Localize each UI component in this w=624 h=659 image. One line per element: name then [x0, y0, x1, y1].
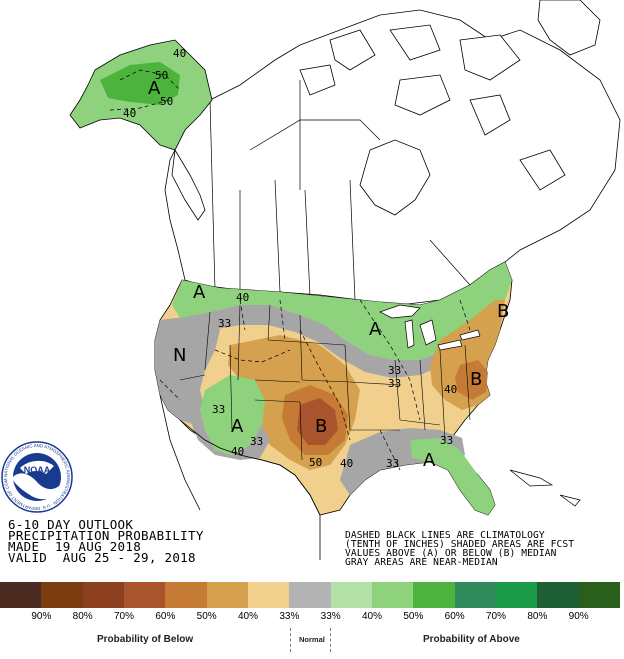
legend-tick-10: 60%	[444, 611, 465, 622]
title-line-2: PRECIPITATION PROBABILITY	[8, 528, 204, 543]
note-line-2: (TENTH OF INCHES) SHADED AREAS ARE FCST	[345, 539, 575, 550]
note-line-4: GRAY AREAS ARE NEAR-MEDIAN	[345, 557, 498, 568]
climatology-lines	[109, 69, 471, 471]
legend-tick-0: 90%	[31, 611, 52, 622]
legend-swatch-11	[454, 582, 496, 608]
west-gray	[155, 315, 220, 425]
legend-tick-7: 33%	[320, 611, 341, 622]
northeast-below-label: B	[497, 301, 510, 322]
southern-plains-clim-40: 40	[340, 457, 354, 470]
note-line-1: DASHED BLACK LINES ARE CLIMATOLOGY	[345, 530, 545, 541]
normal-left-separator	[290, 628, 291, 652]
below-title: Probability of Below	[97, 634, 194, 645]
midwest-clim-33b: 33	[388, 377, 402, 390]
midwest-clim-33a: 33	[388, 364, 402, 377]
legend-swatch-7	[289, 582, 331, 608]
gl-green-core	[345, 308, 425, 350]
arctic-islands	[299, 24, 566, 191]
alaska-core	[100, 62, 180, 105]
sw-gray-ring	[192, 410, 270, 460]
legend-tick-13: 90%	[568, 611, 589, 622]
noaa-logo-text: NOAA	[24, 465, 51, 475]
southern-plains-below-label: B	[315, 416, 328, 437]
legend-tick-3: 60%	[155, 611, 176, 622]
legend-tick-12: 80%	[527, 611, 548, 622]
legend-swatch-13	[537, 582, 579, 608]
alaska-above-label: A	[148, 78, 161, 99]
legend-titles: Probability of Below Probability of Abov…	[0, 632, 624, 648]
legend-tick-8: 40%	[361, 611, 383, 622]
southwest-clim-33a: 33	[212, 403, 226, 416]
legend-tick-5: 40%	[237, 611, 259, 622]
climatology-note: DASHED BLACK LINES ARE CLIMATOLOGY (TENT…	[345, 530, 575, 568]
gray-band-north	[180, 305, 495, 378]
great-lakes-above-label: A	[369, 319, 382, 340]
plains-brown-dark	[297, 398, 338, 445]
hudson-bay	[359, 139, 431, 216]
map-svg	[69, 0, 621, 560]
caribbean	[509, 469, 581, 507]
note-line-3: VALUES ABOVE (A) OR BELOW (B) MEDIAN	[345, 548, 557, 559]
outlook-title-block: 6-10 DAY OUTLOOK PRECIPITATION PROBABILI…	[8, 517, 204, 565]
legend-swatch-5	[206, 582, 248, 608]
southeast-clim-33a: 33	[440, 434, 454, 447]
northwest-clim-40: 40	[236, 291, 250, 304]
mexico-outline	[159, 394, 321, 560]
legend-swatch-6	[247, 582, 290, 608]
legend-tick-4: 50%	[196, 611, 217, 622]
great-lakes	[379, 304, 481, 351]
legend-swatch-2	[82, 582, 124, 608]
legend-tick-6: 33%	[279, 611, 300, 622]
outlook-map: A 40 50 50 40 A 40 33 N A 33 33 A 33 33 …	[69, 0, 621, 560]
east-below-label: B	[470, 369, 483, 390]
alaska-clim-40-top: 40	[173, 47, 187, 60]
alaska-clim-40b: 40	[123, 107, 137, 120]
legend-tick-1: 80%	[72, 611, 93, 622]
alaska-clim-50b: 50	[160, 95, 174, 108]
sw-green	[200, 375, 265, 455]
legend-swatch-12	[495, 582, 538, 608]
title-line-3: MADE 19 AUG 2018	[8, 539, 142, 554]
legend-swatch-0	[0, 582, 42, 608]
southwest-above-label: A	[231, 416, 244, 437]
southeast-clim-33b: 33	[386, 457, 400, 470]
legend-swatch-9	[371, 582, 414, 608]
northwest-above-label: A	[193, 282, 206, 303]
alaska-clim-50a: 50	[155, 69, 169, 82]
legend-tick-11: 70%	[485, 611, 507, 622]
southern-plains-clim-50: 50	[309, 456, 323, 469]
legend-color-bar	[0, 582, 620, 608]
east-clim-40: 40	[444, 383, 458, 396]
southwest-clim-40: 40	[231, 445, 245, 458]
province-lines	[209, 80, 471, 301]
east-brown	[455, 360, 488, 400]
southwest-clim-33b: 33	[250, 435, 264, 448]
se-green	[410, 438, 495, 515]
legend-tick-2: 70%	[113, 611, 135, 622]
normal-title: Normal	[299, 635, 325, 644]
title-line-4: VALID AUG 25 - 29, 2018	[8, 550, 196, 565]
legend-swatch-3	[123, 582, 166, 608]
noaa-logo: NOAA NATIONAL OCEANIC AND ATMOSPHERIC AD…	[0, 436, 74, 514]
greenland	[537, 0, 601, 56]
legend-swatch-10	[413, 582, 455, 608]
title-line-1: 6-10 DAY OUTLOOK	[8, 517, 134, 532]
alaska-panhandle	[171, 148, 206, 221]
legend-tick-labels: 90% 80% 70% 60% 50% 40% 33% 33% 40% 50% 60% 70% 80% 9…	[0, 611, 624, 625]
state-lines	[179, 304, 471, 461]
above-title: Probability of Above	[423, 634, 520, 645]
legend-tick-9: 50%	[403, 611, 424, 622]
northwest-clim-33: 33	[218, 317, 232, 330]
legend-swatch-8	[330, 582, 372, 608]
legend-swatch-4	[165, 582, 207, 608]
west-normal-label: N	[173, 345, 187, 366]
normal-right-separator	[330, 628, 331, 652]
southeast-above-label: A	[423, 450, 436, 471]
legend-swatch-14	[578, 582, 620, 608]
east-tan	[430, 300, 505, 410]
legend-swatch-1	[41, 582, 83, 608]
